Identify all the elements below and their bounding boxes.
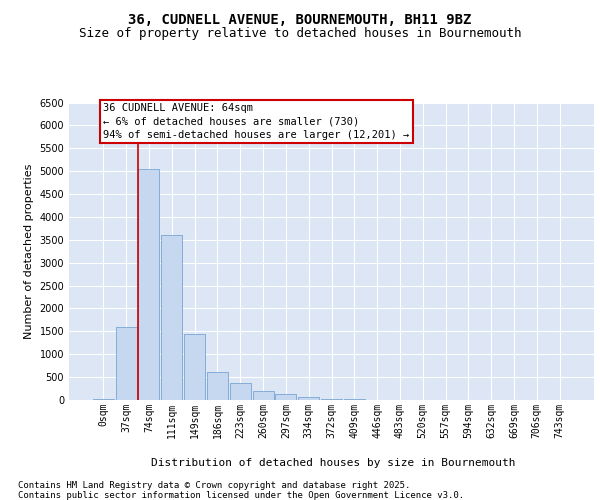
Text: Size of property relative to detached houses in Bournemouth: Size of property relative to detached ho… (79, 28, 521, 40)
Bar (93, 398, 114, 400)
Text: Contains public sector information licensed under the Open Government Licence v3: Contains public sector information licen… (18, 491, 464, 500)
Bar (139, 169, 160, 400)
Text: Distribution of detached houses by size in Bournemouth: Distribution of detached houses by size … (151, 458, 515, 468)
Bar (161, 235, 182, 400)
Bar (253, 392, 274, 400)
Bar (207, 372, 228, 400)
Y-axis label: Number of detached properties: Number of detached properties (24, 164, 34, 339)
Bar (230, 383, 251, 400)
Text: 36 CUDNELL AVENUE: 64sqm
← 6% of detached houses are smaller (730)
94% of semi-d: 36 CUDNELL AVENUE: 64sqm ← 6% of detache… (103, 104, 410, 140)
Bar (184, 334, 205, 400)
Text: 36, CUDNELL AVENUE, BOURNEMOUTH, BH11 9BZ: 36, CUDNELL AVENUE, BOURNEMOUTH, BH11 9B… (128, 12, 472, 26)
Bar (298, 398, 319, 400)
Text: Contains HM Land Registry data © Crown copyright and database right 2025.: Contains HM Land Registry data © Crown c… (18, 481, 410, 490)
Bar (275, 394, 296, 400)
Bar (116, 327, 137, 400)
Bar (321, 398, 342, 400)
